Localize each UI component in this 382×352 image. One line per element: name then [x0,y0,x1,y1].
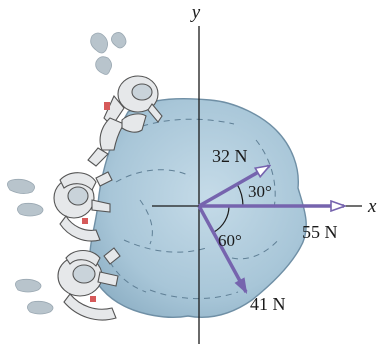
angle-label-30: 30° [248,182,272,201]
x-axis-label: x [367,196,377,217]
y-axis-label: y [190,2,201,23]
force-label-32n: 32 N [212,146,248,166]
force-label-55n: 55 N [302,222,338,242]
angle-label-60: 60° [218,231,242,250]
asteroid [90,99,307,318]
astronaut-bottom [58,248,120,320]
force-label-41n: 41 N [250,294,286,314]
